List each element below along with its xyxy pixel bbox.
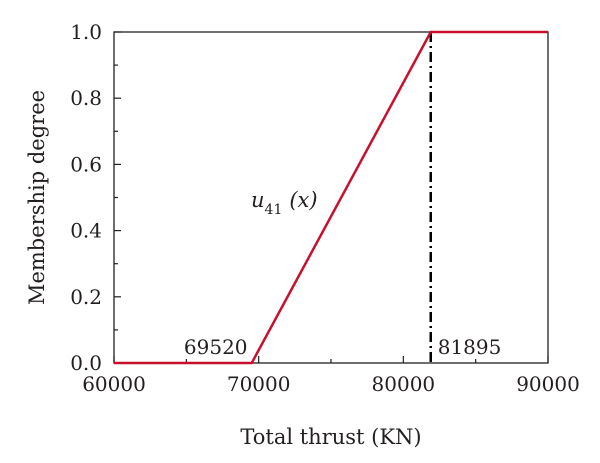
x-tick-label: 90000 xyxy=(516,372,580,396)
y-tick-label: 0.0 xyxy=(70,351,102,375)
y-tick-label: 0.8 xyxy=(70,86,102,110)
axes-frame xyxy=(113,31,549,364)
x-tick-label: 80000 xyxy=(372,372,436,396)
annotation-81895: 81895 xyxy=(438,335,502,359)
annotation-69520: 69520 xyxy=(184,335,248,359)
y-tick-label: 1.0 xyxy=(70,20,102,44)
y-axis-title: Membership degree xyxy=(25,90,49,305)
x-tick-label: 70000 xyxy=(227,372,291,396)
y-tick-label: 0.6 xyxy=(70,152,102,176)
x-tick-label: 60000 xyxy=(82,372,146,396)
series-line-membership xyxy=(114,30,548,365)
y-tick-label: 0.2 xyxy=(70,285,102,309)
x-axis-title: Total thrust (KN) xyxy=(240,425,421,449)
y-axis-ticks: 0.0 0.2 0.4 0.6 0.8 1.0 xyxy=(70,20,121,375)
function-label-main: u xyxy=(251,188,265,212)
function-label-subscript: 41 xyxy=(265,202,283,218)
x-axis-ticks: 60000 70000 80000 90000 xyxy=(82,356,580,396)
plot-frame xyxy=(113,31,549,364)
function-label-arg: (x) xyxy=(289,188,317,212)
function-label-u41: u41 (x) xyxy=(251,188,318,218)
y-tick-label: 0.4 xyxy=(70,219,102,243)
